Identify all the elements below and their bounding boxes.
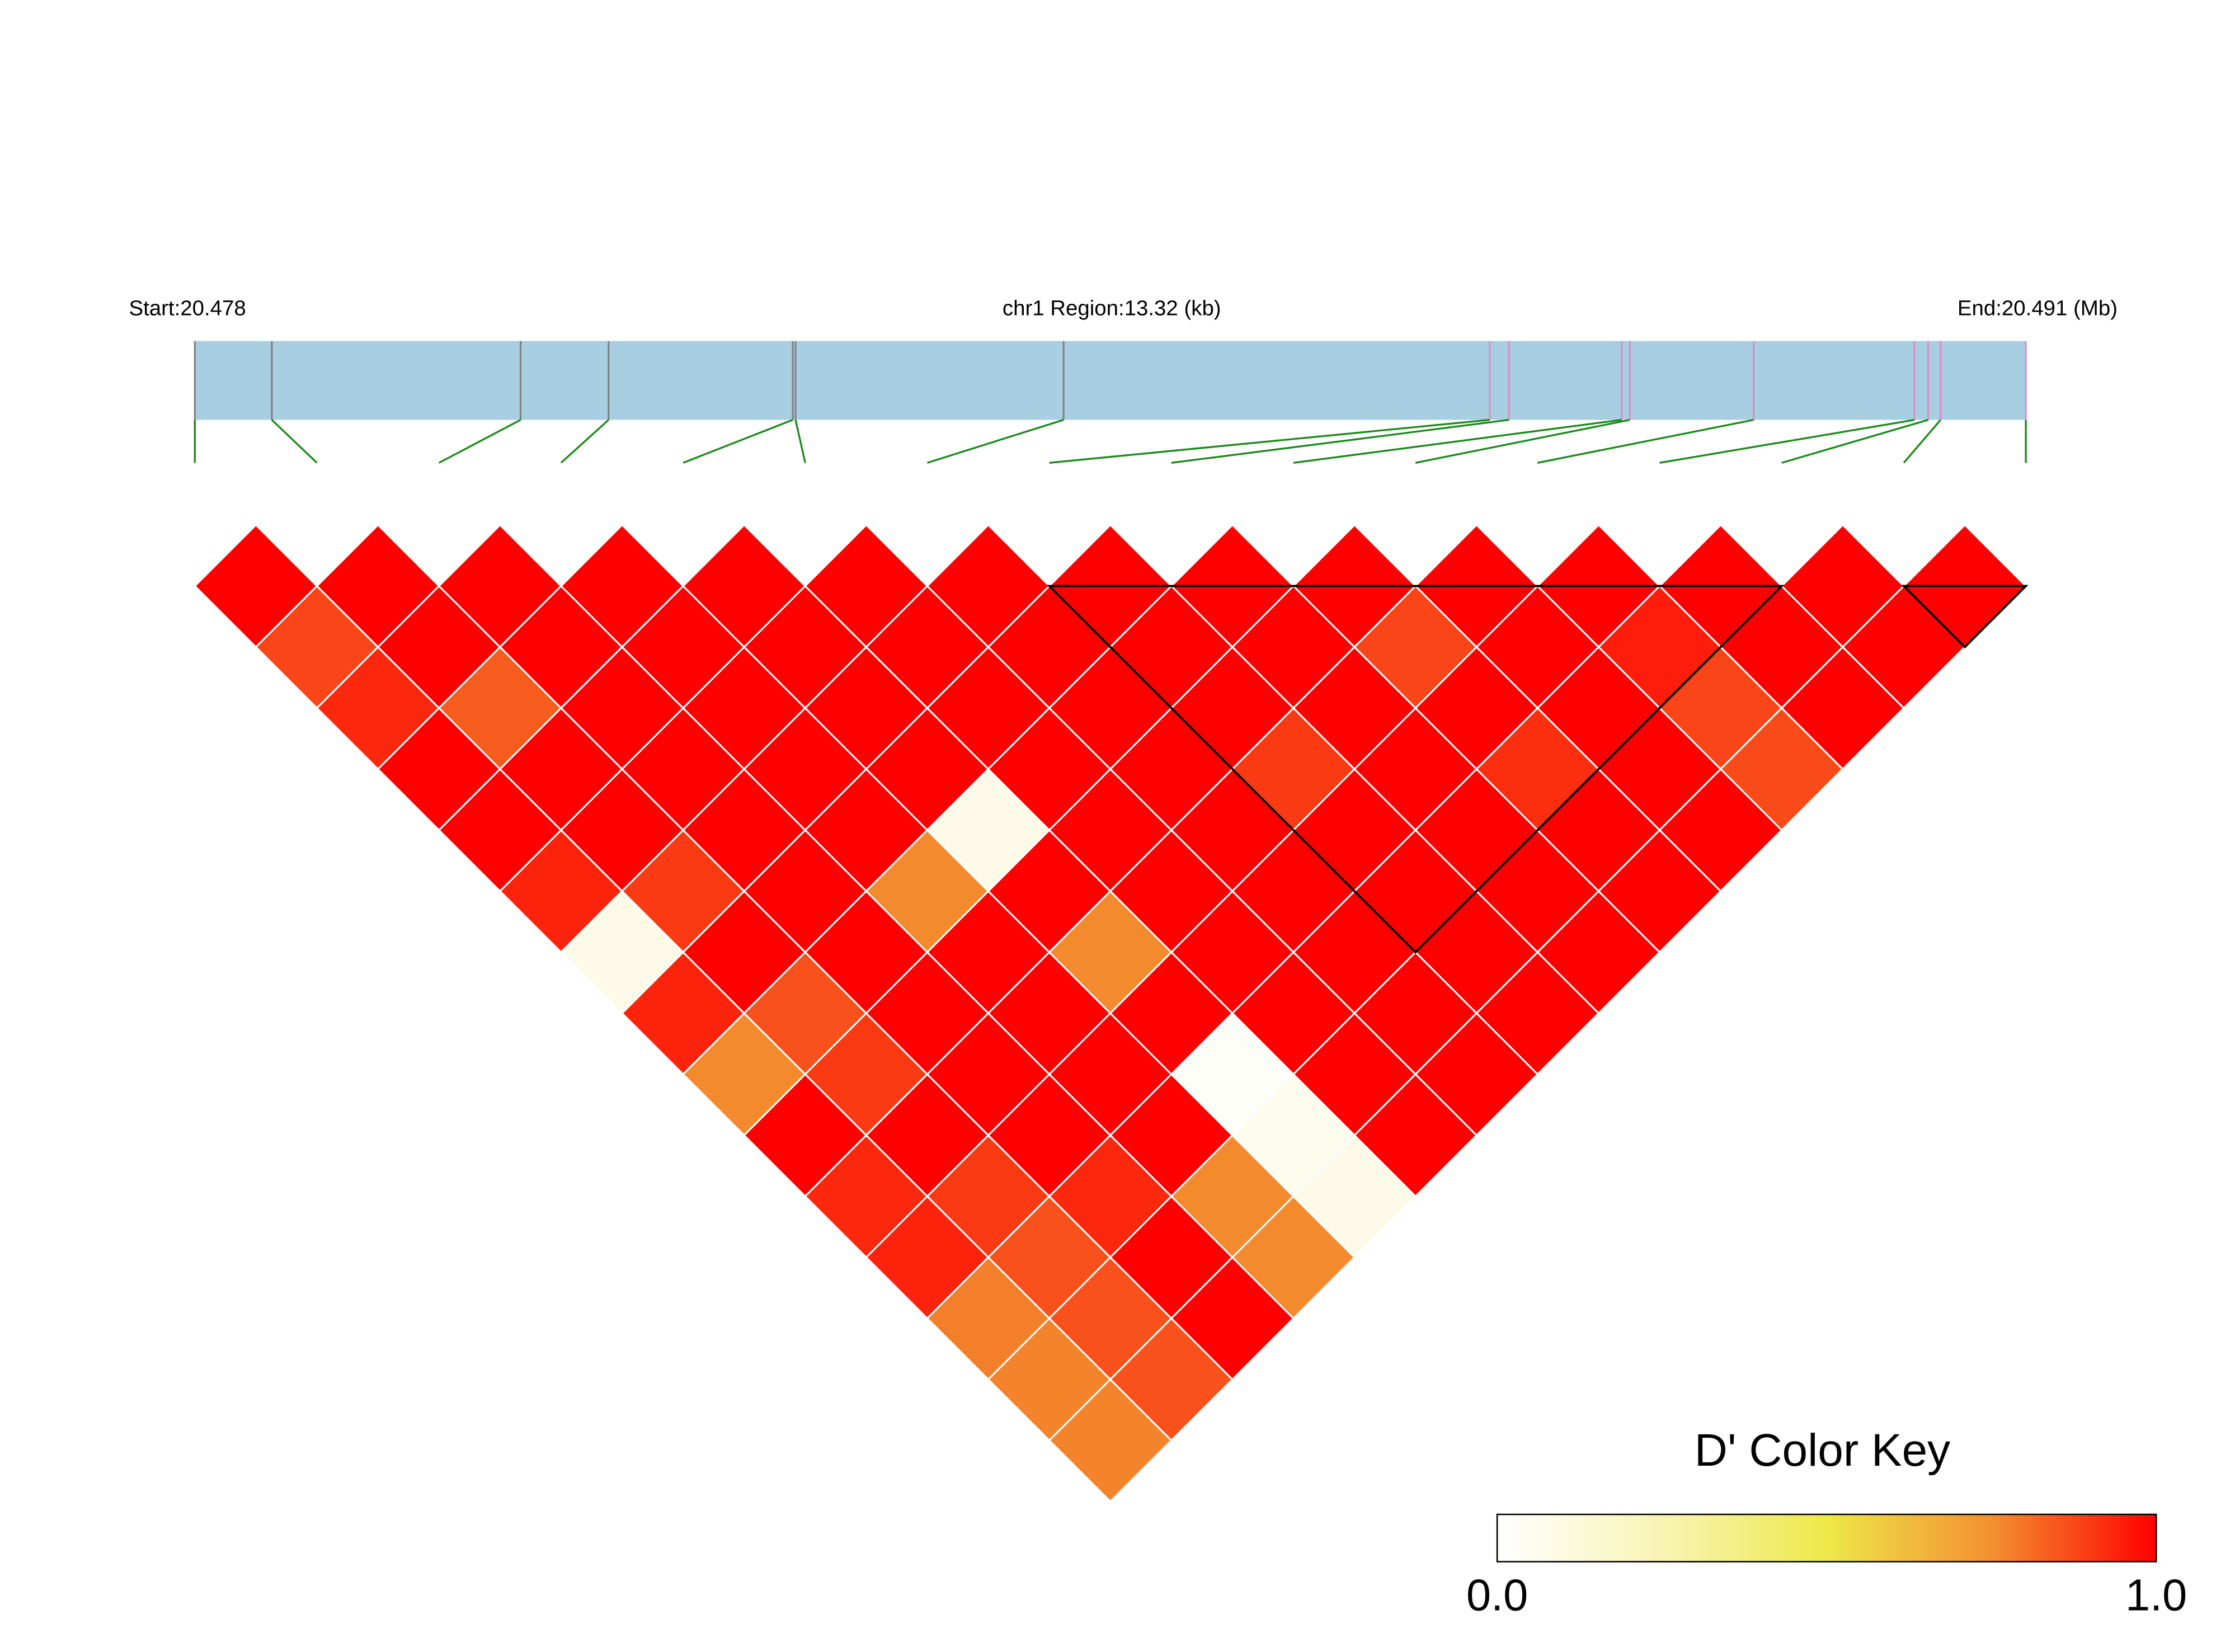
snp-connector xyxy=(1903,419,1942,464)
snp-connector xyxy=(1171,418,1509,464)
key-tick-label: 1.0 xyxy=(2125,1570,2187,1620)
ld-block xyxy=(1046,585,1785,954)
snp-connector xyxy=(794,420,806,463)
snp-connector xyxy=(438,419,521,464)
region-bar xyxy=(195,341,2026,420)
snp-connector xyxy=(926,418,1064,464)
start-label: Start:20.478 xyxy=(129,296,246,321)
snp-connector xyxy=(560,419,609,464)
snp-connector xyxy=(271,419,318,464)
key-tick-label: 0.0 xyxy=(1466,1570,1528,1620)
snp-connector xyxy=(1293,418,1622,464)
snp-connector xyxy=(1537,418,1754,464)
end-label: End:20.491 (Mb) xyxy=(1958,296,2118,321)
snp-connector xyxy=(1415,418,1630,464)
snp-connector xyxy=(1781,418,1929,464)
ld-block xyxy=(1901,585,2029,649)
snp-connector xyxy=(1049,418,1490,464)
snp-connector xyxy=(1659,418,1915,464)
key-title: D' Color Key xyxy=(1695,1425,1950,1476)
color-key xyxy=(1496,1513,2157,1562)
snp-connector xyxy=(683,418,793,464)
region-label: chr1 Region:13.32 (kb) xyxy=(1003,296,1221,321)
